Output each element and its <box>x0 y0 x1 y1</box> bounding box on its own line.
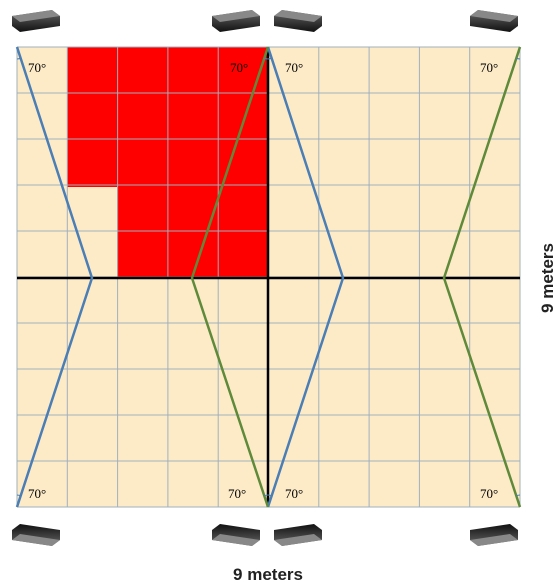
angle-label: 70° <box>285 60 303 75</box>
field-of-view <box>15 46 522 508</box>
angle-arcs <box>16 57 521 497</box>
width-label: 9 meters <box>233 565 303 584</box>
angle-label: 70° <box>228 486 246 501</box>
angle-label: 70° <box>480 486 498 501</box>
angle-label: 70° <box>285 486 303 501</box>
height-label: 9 meters <box>538 243 557 313</box>
angle-label: 70° <box>28 60 46 75</box>
angle-label: 70° <box>28 486 46 501</box>
angle-label: 70° <box>230 60 248 75</box>
axes <box>17 47 520 507</box>
angle-label: 70° <box>480 60 498 75</box>
